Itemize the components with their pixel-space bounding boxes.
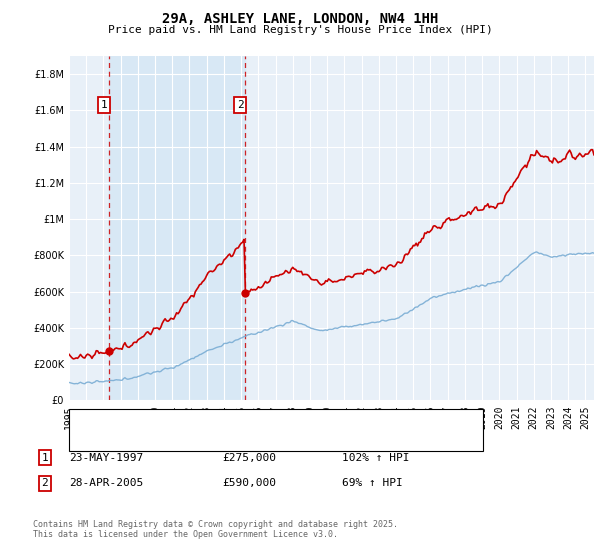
Bar	[109, 56, 245, 400]
Text: 2: 2	[41, 478, 49, 488]
Text: 29A, ASHLEY LANE, LONDON, NW4 1HH (semi-detached house): 29A, ASHLEY LANE, LONDON, NW4 1HH (semi-…	[99, 414, 443, 424]
Text: ——: ——	[75, 412, 100, 426]
Text: 1: 1	[101, 100, 107, 110]
Text: £590,000: £590,000	[222, 478, 276, 488]
Text: Price paid vs. HM Land Registry's House Price Index (HPI): Price paid vs. HM Land Registry's House …	[107, 25, 493, 35]
Text: 2: 2	[237, 100, 244, 110]
Text: 28-APR-2005: 28-APR-2005	[69, 478, 143, 488]
Text: Contains HM Land Registry data © Crown copyright and database right 2025.
This d: Contains HM Land Registry data © Crown c…	[33, 520, 398, 539]
Text: 23-MAY-1997: 23-MAY-1997	[69, 452, 143, 463]
Text: HPI: Average price, semi-detached house, Barnet: HPI: Average price, semi-detached house,…	[99, 432, 393, 442]
Text: ——: ——	[75, 430, 100, 444]
Text: £275,000: £275,000	[222, 452, 276, 463]
Text: 29A, ASHLEY LANE, LONDON, NW4 1HH: 29A, ASHLEY LANE, LONDON, NW4 1HH	[162, 12, 438, 26]
Text: 69% ↑ HPI: 69% ↑ HPI	[342, 478, 403, 488]
Text: 1: 1	[41, 452, 49, 463]
Text: 102% ↑ HPI: 102% ↑ HPI	[342, 452, 409, 463]
